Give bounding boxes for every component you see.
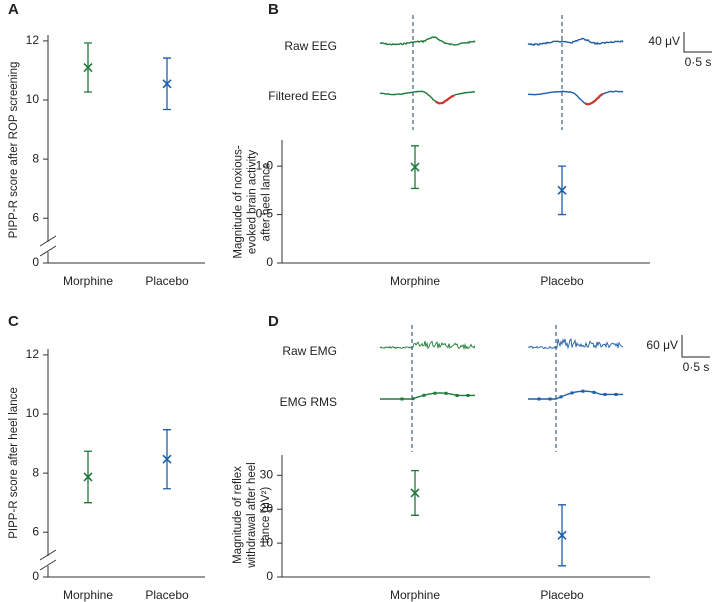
point [83, 472, 93, 482]
y-tick-label: 6 [32, 210, 39, 224]
y-tick-label: 10 [26, 92, 40, 106]
trace [528, 390, 623, 400]
filtered-response [435, 94, 455, 105]
x-tick-label: Morphine [63, 588, 113, 602]
rms-marker [444, 391, 448, 395]
scale-bar-label: 60 μV [646, 338, 678, 352]
panel-letter: D [268, 313, 279, 330]
y-tick-label: 12 [26, 33, 40, 47]
rms-marker [411, 397, 415, 401]
rms-marker [466, 393, 470, 397]
trace [379, 36, 476, 46]
rms-marker [537, 397, 541, 401]
rms-marker [570, 391, 574, 395]
axis-break [39, 549, 57, 561]
axis-break [39, 235, 57, 247]
trace-label: Raw EMG [282, 344, 337, 358]
rms-marker [559, 395, 563, 399]
rms-marker [455, 393, 459, 397]
y-tick-label: 0 [266, 569, 273, 583]
trace [379, 90, 476, 105]
y-tick-label: 20 [260, 501, 274, 515]
rms-marker [592, 390, 596, 394]
panel-letter: C [8, 313, 19, 330]
y-axis-title: PIPP-R score after ROP screening [8, 61, 20, 239]
axis-break [39, 245, 57, 257]
point [557, 185, 567, 195]
scale-bar [683, 32, 712, 53]
scale-bar [681, 335, 710, 358]
x-tick-label: Placebo [145, 274, 189, 288]
y-tick-label: 12 [26, 347, 40, 361]
rms-marker [581, 389, 585, 393]
trace-label: Filtered EEG [268, 89, 337, 103]
point [162, 454, 172, 464]
point [83, 62, 93, 73]
rms-marker [433, 391, 437, 395]
rms-marker [603, 392, 607, 396]
y-tick-label: 10 [26, 406, 40, 420]
x-tick-label: Placebo [145, 588, 189, 602]
point [557, 530, 567, 540]
x-tick-label: Morphine [390, 274, 440, 288]
point [410, 162, 420, 172]
y-tick-label: 0·5 [256, 207, 274, 221]
rms-marker [400, 397, 404, 401]
y-tick-label: 1·0 [256, 158, 274, 172]
filtered-response [584, 92, 604, 106]
trace [527, 37, 624, 47]
trace [379, 340, 476, 351]
y-tick-label: 8 [32, 151, 39, 165]
scale-bar-label: 40 μV [648, 34, 680, 48]
rms-marker [614, 392, 618, 396]
x-tick-label: Morphine [63, 274, 113, 288]
trace [527, 90, 624, 106]
y-tick-label: 30 [260, 468, 274, 482]
y-axis-title: PIPP-R score after heel lance [8, 387, 20, 539]
y-tick-label: 8 [32, 465, 39, 479]
axis-break [39, 559, 57, 571]
trace [380, 392, 475, 400]
trace [527, 338, 624, 350]
rms-marker [422, 393, 426, 397]
y-tick-label: 10 [260, 535, 274, 549]
y-tick-label: 6 [32, 524, 39, 538]
trace-label: Raw EEG [284, 39, 337, 53]
panel-letter: A [8, 1, 19, 18]
x-tick-label: Placebo [540, 274, 584, 288]
point [162, 79, 172, 89]
rms-marker [548, 397, 552, 401]
trace-label: EMG RMS [280, 395, 337, 409]
panel-letter: B [268, 1, 279, 18]
x-tick-label: Morphine [390, 588, 440, 602]
y-tick-label: 0 [266, 255, 273, 269]
scale-bar-label: 0·5 s [683, 360, 710, 374]
x-tick-label: Placebo [540, 588, 584, 602]
y-tick-label: 0 [32, 569, 39, 583]
scale-bar-label: 0·5 s [685, 55, 712, 69]
point [410, 488, 420, 498]
y-axis-title: Magnitude of noxious-evoked brain activi… [232, 145, 272, 259]
y-tick-label: 0 [32, 255, 39, 269]
y-axis-title: Magnitude of reflex withdrawal after hee… [232, 462, 272, 568]
